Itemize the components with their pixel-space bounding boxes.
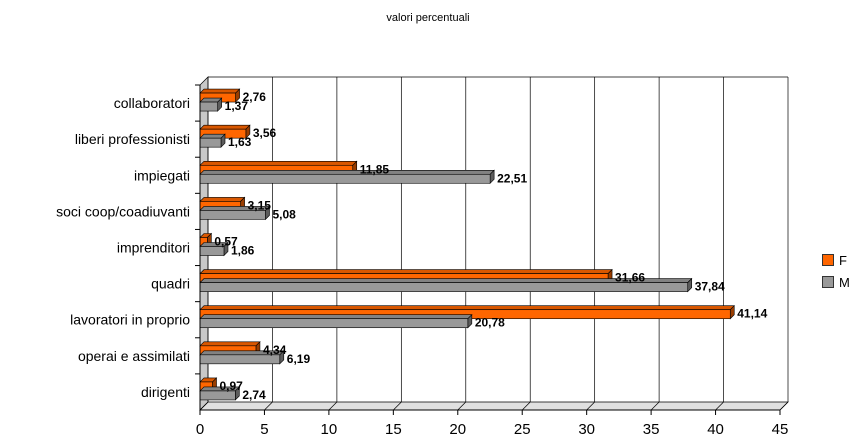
category-label: quadri bbox=[151, 276, 190, 292]
category-label: collaboratori bbox=[114, 95, 190, 111]
data-label: 0,57 bbox=[214, 235, 238, 249]
bar-top bbox=[199, 305, 735, 311]
data-label: 4,34 bbox=[263, 343, 287, 357]
gridline-floor bbox=[199, 401, 209, 411]
gridline-floor bbox=[393, 401, 402, 411]
data-label: 0,97 bbox=[220, 379, 244, 393]
bar-top bbox=[199, 197, 246, 202]
data-label: 20,78 bbox=[475, 316, 505, 330]
category-label: soci coop/coadiuvanti bbox=[56, 203, 190, 219]
bar-top bbox=[199, 124, 251, 130]
data-label: 3,56 bbox=[253, 126, 277, 140]
data-label: 11,85 bbox=[360, 162, 390, 176]
axes: 0 5 10 15 20 25 30 35 40 45 collaboratori liberi pr… bbox=[56, 84, 789, 438]
x-tick-label: 30 bbox=[578, 421, 595, 438]
data-label: 2,74 bbox=[242, 388, 266, 402]
legend-label-f: F bbox=[839, 252, 847, 268]
data-label: 37,84 bbox=[695, 280, 725, 294]
gridline-floor bbox=[521, 401, 531, 411]
x-tick-label: 0 bbox=[196, 421, 204, 438]
bar-top bbox=[199, 169, 495, 175]
bar-top bbox=[199, 269, 613, 274]
data-label: 1,37 bbox=[225, 99, 249, 113]
gridline-floor bbox=[715, 401, 724, 411]
legend-label-m: M bbox=[839, 274, 850, 290]
legend-swatch-m bbox=[822, 276, 834, 288]
x-tick-label: 15 bbox=[385, 421, 402, 438]
bar-top bbox=[199, 341, 261, 347]
bar-m bbox=[199, 101, 218, 112]
data-label: 41,14 bbox=[737, 307, 767, 321]
x-tick-label: 45 bbox=[772, 421, 789, 438]
chart-title: valori percentuali bbox=[386, 12, 470, 24]
data-label: 1,86 bbox=[231, 244, 255, 258]
category-label: operai e assimilati bbox=[78, 348, 190, 364]
x-tick-label: 40 bbox=[707, 421, 724, 438]
x-tick-label: 10 bbox=[321, 421, 338, 438]
gridline-floor bbox=[779, 401, 789, 411]
data-label: 22,51 bbox=[497, 171, 527, 185]
category-label: liberi professionisti bbox=[75, 131, 190, 147]
bar-top bbox=[199, 88, 241, 94]
legend-item-m: M bbox=[822, 271, 850, 293]
category-label: dirigenti bbox=[141, 384, 190, 400]
gridline-floor bbox=[264, 401, 273, 411]
x-tick-label: 25 bbox=[514, 421, 531, 438]
gridline-floor bbox=[650, 401, 660, 411]
category-label: impiegati bbox=[134, 167, 190, 183]
bar-m bbox=[199, 318, 469, 329]
data-label: 1,63 bbox=[228, 135, 252, 149]
data-label: 5,08 bbox=[272, 207, 296, 221]
x-tick-label: 35 bbox=[643, 421, 660, 438]
legend-swatch-f bbox=[822, 254, 834, 266]
data-label: 31,66 bbox=[615, 271, 645, 285]
bar-top bbox=[199, 160, 358, 166]
gridline-floor bbox=[328, 401, 338, 411]
category-label: lavoratori in proprio bbox=[70, 312, 190, 328]
data-label: 3,15 bbox=[248, 198, 272, 212]
legend-item-f: F bbox=[822, 249, 850, 271]
data-labels: 2,761,37 3,561,63 11,85 22,51 3,155,08 0,571,… bbox=[214, 90, 767, 402]
bar-top bbox=[199, 314, 473, 320]
category-label: imprenditori bbox=[117, 240, 190, 256]
bar-m bbox=[199, 173, 491, 184]
x-tick-label: 5 bbox=[260, 421, 268, 438]
gridline-floor bbox=[586, 401, 595, 411]
x-tick-label: 20 bbox=[449, 421, 466, 438]
data-label: 2,76 bbox=[243, 90, 267, 104]
legend: F M bbox=[822, 249, 850, 293]
floor-plane bbox=[199, 401, 789, 411]
data-label: 6,19 bbox=[287, 352, 311, 366]
bar-m bbox=[199, 137, 222, 148]
gridline-floor bbox=[457, 401, 467, 411]
